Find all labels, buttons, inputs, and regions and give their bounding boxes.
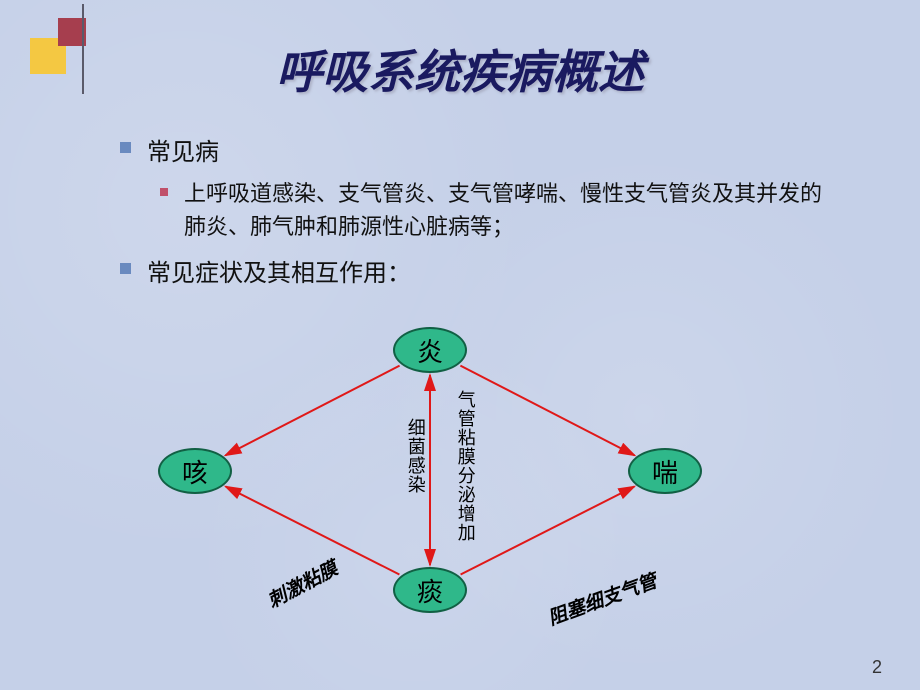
- bullet-1-sub: 上呼吸道感染、支气管炎、支气管哮喘、慢性支气管炎及其并发的肺炎、肺气肿和肺源性心…: [160, 177, 830, 243]
- dlabel-d2: 阻塞细支气管: [544, 566, 660, 630]
- node-top: 炎: [393, 327, 467, 373]
- node-left: 咳: [158, 448, 232, 494]
- bullet-square-icon: [120, 142, 131, 153]
- bullet-2-text: 常见症状及其相互作用：: [147, 253, 411, 288]
- node-bottom: 痰: [393, 567, 467, 613]
- page-title: 呼吸系统疾病概述: [0, 0, 920, 102]
- dlabel-d1: 刺激粘膜: [262, 554, 342, 614]
- content-area: 常见病 上呼吸道感染、支气管炎、支气管哮喘、慢性支气管炎及其并发的肺炎、肺气肿和…: [0, 102, 920, 288]
- page-number: 2: [872, 657, 882, 678]
- edge-bottom-right: [461, 486, 635, 574]
- vlabel-v1: 细菌感染: [405, 418, 426, 494]
- bullet-square-small-icon: [160, 188, 168, 196]
- bullet-1: 常见病: [120, 132, 830, 167]
- bullet-2: 常见症状及其相互作用：: [120, 253, 830, 288]
- bullet-1-text: 常见病: [147, 132, 219, 167]
- deco-vertical-line: [82, 4, 84, 94]
- vlabel-v2: 气管粘膜分泌增加: [455, 390, 476, 542]
- edge-top-right: [460, 366, 634, 456]
- bullet-square-icon: [120, 263, 131, 274]
- edge-top-left: [225, 366, 399, 456]
- node-right: 喘: [628, 448, 702, 494]
- bullet-1-sub-text: 上呼吸道感染、支气管炎、支气管哮喘、慢性支气管炎及其并发的肺炎、肺气肿和肺源性心…: [184, 177, 830, 243]
